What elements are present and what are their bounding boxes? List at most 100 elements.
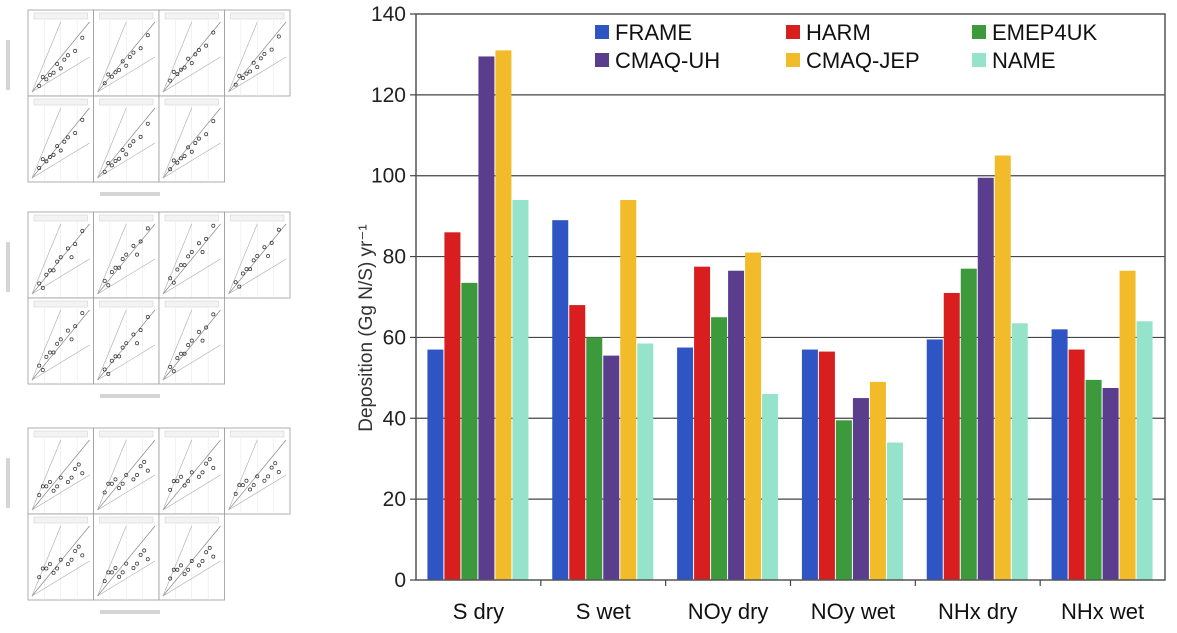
- factor-half-line: [31, 560, 90, 597]
- category-label: NOy wet: [811, 599, 895, 624]
- scatter-point: [109, 270, 114, 275]
- scatter-point: [117, 265, 122, 270]
- scatter-point: [44, 159, 49, 164]
- scatter-point: [76, 544, 81, 549]
- bar-name-nhx-wet: [1136, 321, 1153, 580]
- scatter-point: [65, 562, 70, 567]
- factor-two-line: [97, 525, 127, 597]
- factor-half-line: [31, 344, 90, 381]
- scatter-point: [113, 566, 118, 570]
- scatter-point: [124, 63, 129, 68]
- scatter-point: [237, 483, 242, 488]
- y-tick-label: 40: [383, 407, 406, 430]
- scatter-point: [189, 338, 194, 343]
- scatter-point: [73, 324, 78, 329]
- scatter-panel: [224, 211, 291, 299]
- scatter-point: [44, 77, 49, 82]
- scatter-point: [145, 468, 150, 473]
- scatter-point: [48, 155, 52, 159]
- scatter-point: [189, 250, 194, 254]
- scatter-point: [179, 351, 183, 356]
- y-tick-label: 140: [371, 3, 406, 26]
- scatter-point: [48, 480, 52, 484]
- scatter-point: [171, 69, 176, 74]
- factor-half-line: [97, 474, 156, 511]
- scatter-point: [189, 149, 194, 154]
- panel-header: [164, 300, 219, 308]
- scatter-point: [244, 71, 249, 76]
- panel-header: [99, 300, 154, 308]
- one-to-one-line: [228, 223, 287, 295]
- scatter-point: [168, 276, 173, 281]
- factor-half-line: [97, 344, 156, 381]
- panel-header: [99, 98, 154, 106]
- y-axis-label-blur: [6, 458, 10, 508]
- panel-header: [230, 430, 285, 438]
- panel-header: [164, 516, 219, 524]
- scatter-panel: [93, 427, 160, 515]
- bar-cmaq-uh-s-dry: [478, 56, 495, 580]
- scatter-panel: [158, 9, 225, 97]
- bar-harm-noy-dry: [694, 266, 711, 580]
- scatter-point: [80, 117, 85, 122]
- bar-emep4uk-s-dry: [461, 282, 478, 580]
- scatter-point: [182, 351, 187, 356]
- bar-cmaq-jep-s-dry: [495, 50, 512, 580]
- factor-two-line: [97, 309, 127, 381]
- scatter-point: [145, 121, 150, 126]
- scatter-point: [131, 139, 136, 144]
- scatter-point: [138, 134, 143, 139]
- scatter-point: [251, 483, 256, 488]
- legend-item-cmaq-jep: CMAQ-JEP: [786, 48, 920, 73]
- scatter-point: [127, 55, 132, 59]
- scatter-point: [255, 65, 260, 70]
- panel-header: [33, 12, 88, 20]
- bar-cmaq-uh-s-wet: [603, 355, 620, 580]
- bar-name-s-dry: [512, 199, 529, 580]
- scatter-point: [276, 469, 281, 474]
- scatter-point: [58, 255, 63, 260]
- scatter-point: [73, 48, 78, 53]
- scatter-point: [58, 475, 63, 480]
- scatter-point: [55, 259, 60, 264]
- scatter-point: [69, 557, 74, 562]
- scatter-point: [76, 462, 81, 467]
- scatter-point: [80, 311, 85, 316]
- scatter-panel: [93, 297, 160, 385]
- one-to-one-line: [162, 309, 221, 381]
- scatter-point: [196, 474, 201, 479]
- scatter-point: [262, 245, 267, 250]
- legend-label: HARM: [806, 20, 871, 45]
- y-tick-label: 100: [371, 165, 406, 188]
- scatter-panel: [27, 427, 94, 515]
- scatter-point: [102, 278, 107, 283]
- scatter-point: [113, 70, 118, 75]
- scatter-point: [138, 552, 143, 557]
- category-label: NHx dry: [938, 599, 1017, 624]
- scatter-point: [40, 285, 45, 290]
- bar-cmaq-uh-noy-dry: [728, 270, 745, 580]
- scatter-point: [244, 267, 249, 272]
- legend-label: CMAQ-JEP: [806, 48, 920, 73]
- bar-name-noy-dry: [762, 394, 779, 580]
- scatter-point: [69, 337, 74, 342]
- scatter-point: [124, 561, 129, 566]
- scatter-point: [145, 315, 150, 319]
- panel-header: [33, 516, 88, 524]
- legend-item-frame: FRAME: [595, 20, 692, 45]
- bar-frame-s-dry: [427, 349, 444, 580]
- scatter-panels-figure: [6, 9, 291, 614]
- scatter-point: [51, 570, 56, 575]
- scatter-point: [131, 332, 136, 337]
- scatter-point: [80, 553, 85, 558]
- scatter-point: [269, 47, 274, 52]
- scatter-point: [189, 470, 194, 475]
- scatter-point: [44, 272, 49, 277]
- scatter-point: [131, 50, 136, 55]
- bar-name-noy-wet: [886, 442, 903, 580]
- panel-header: [230, 214, 285, 222]
- scatter-point: [117, 68, 122, 73]
- scatter-point: [179, 156, 183, 161]
- scatter-point: [186, 145, 191, 150]
- scatter-point: [120, 481, 125, 486]
